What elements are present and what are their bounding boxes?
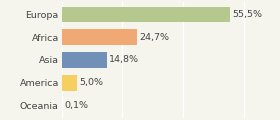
Text: 5,0%: 5,0% <box>79 78 103 87</box>
Text: 14,8%: 14,8% <box>109 55 139 64</box>
Bar <box>62 6 230 22</box>
Text: 0,1%: 0,1% <box>64 101 88 110</box>
Bar <box>62 29 137 45</box>
Bar <box>62 52 107 68</box>
Text: 24,7%: 24,7% <box>139 33 169 42</box>
Text: 55,5%: 55,5% <box>233 10 263 19</box>
Bar <box>62 75 77 91</box>
